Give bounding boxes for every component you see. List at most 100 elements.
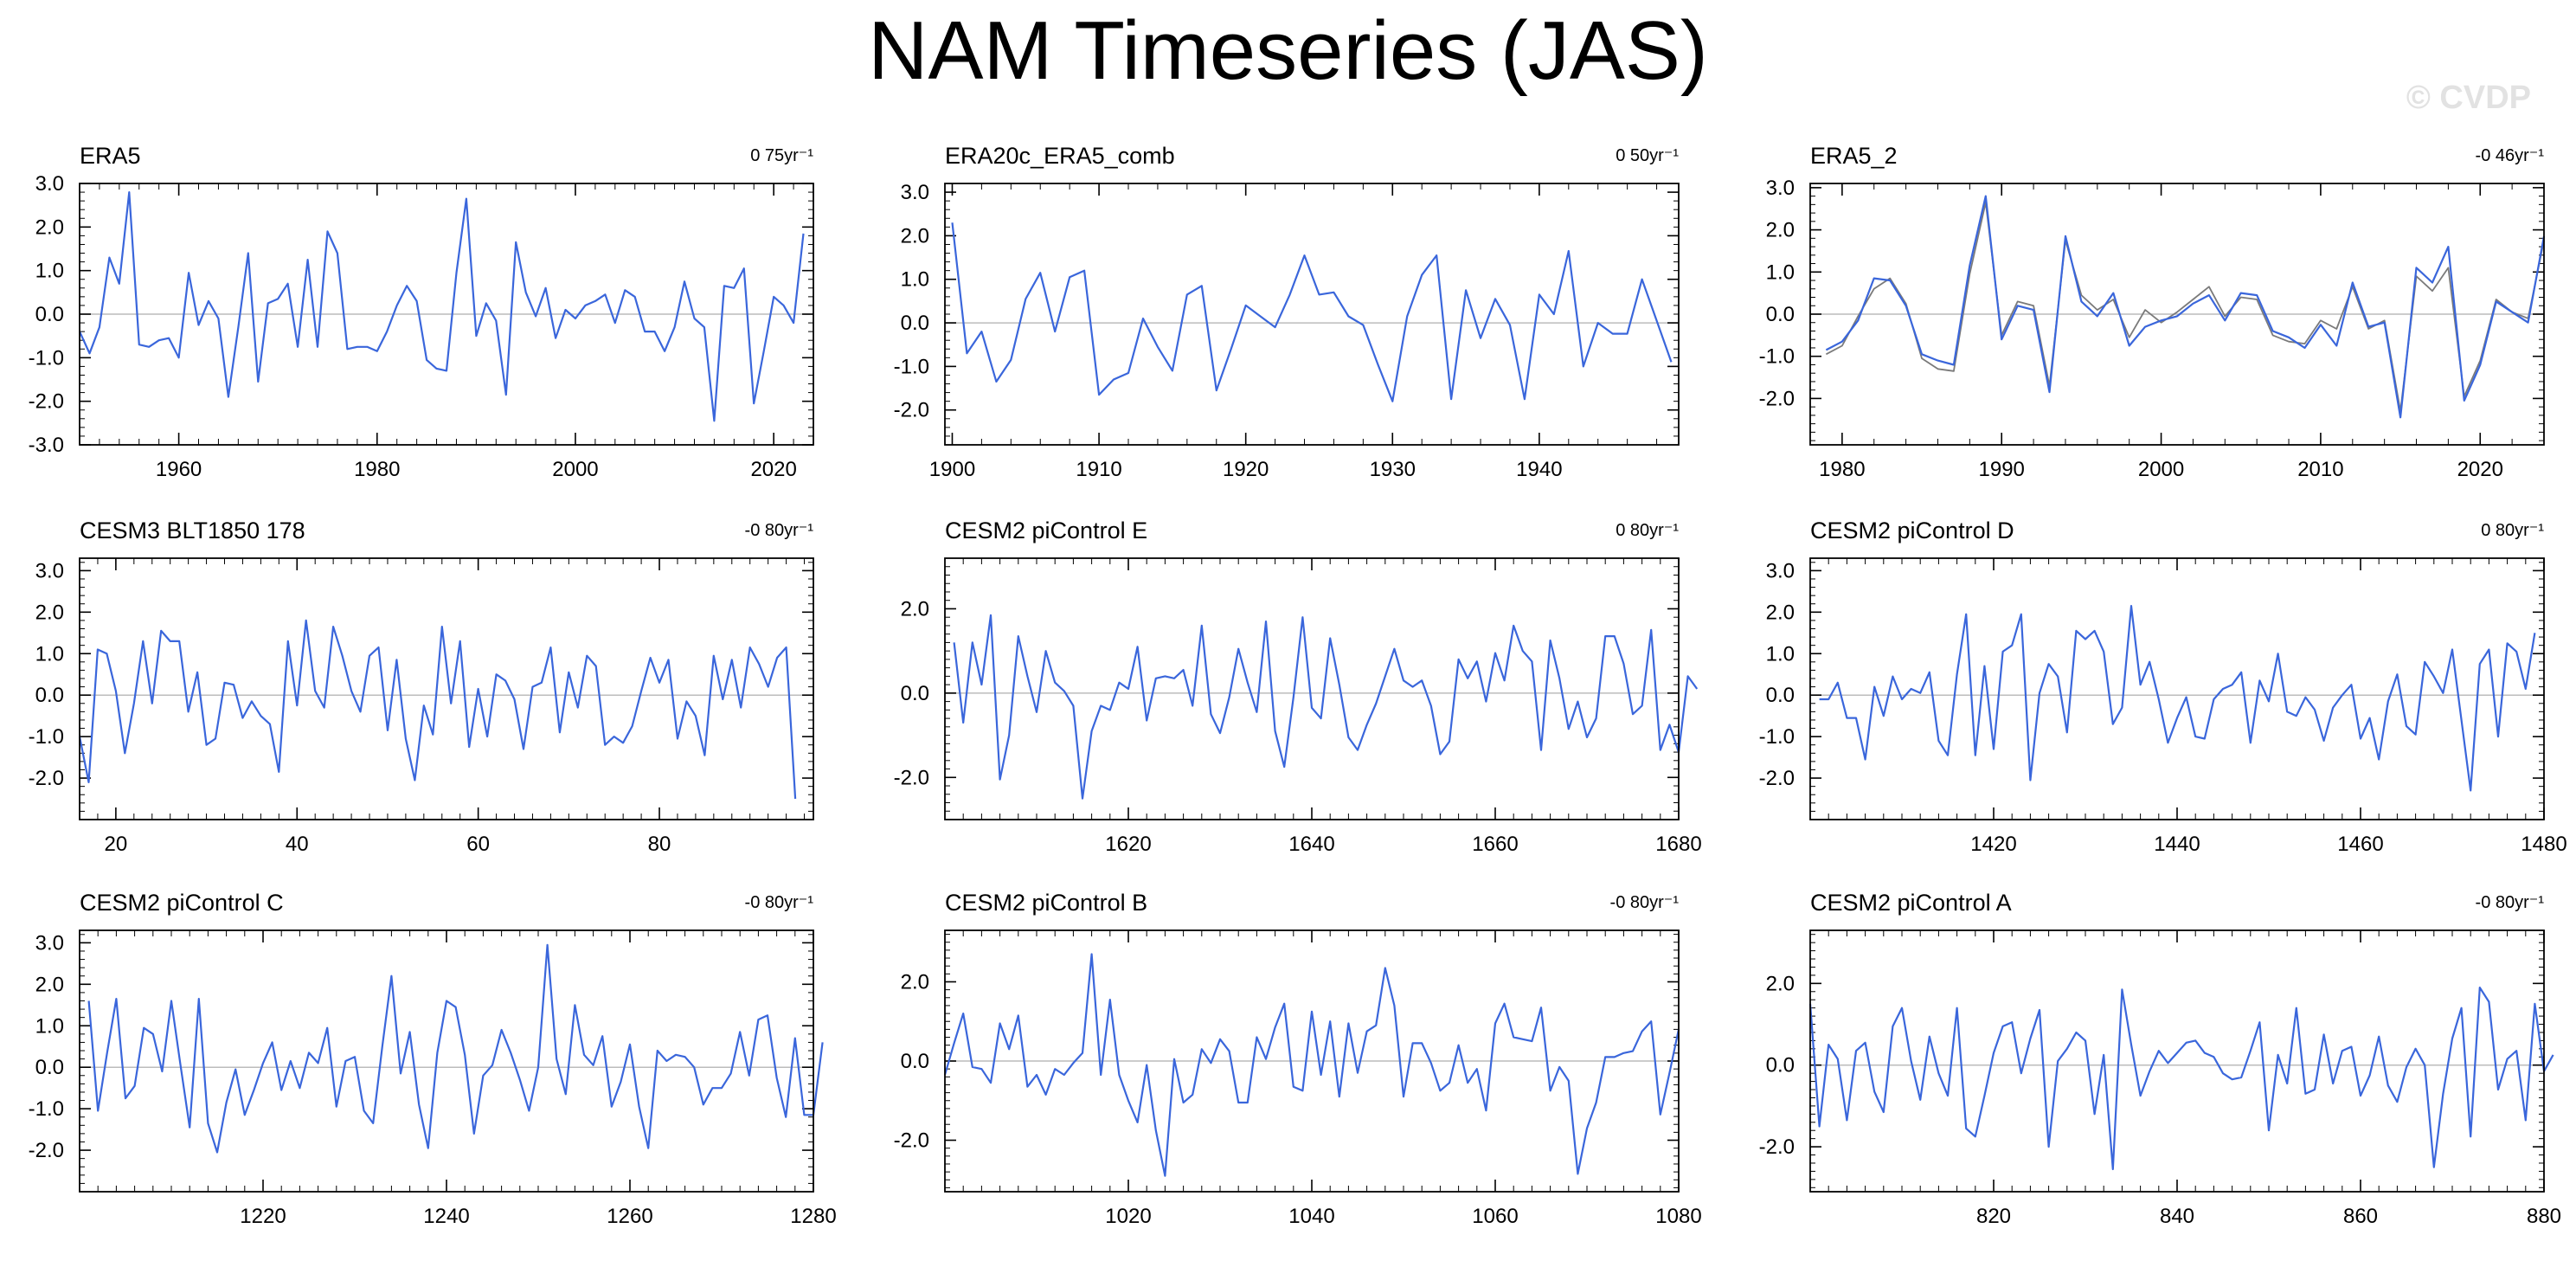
y-tick-label: 3.0 — [1766, 177, 1795, 200]
x-tick-label: 1660 — [1472, 833, 1518, 856]
y-tick-label: 1.0 — [1766, 260, 1795, 284]
y-tick-label: -1.0 — [894, 355, 929, 378]
y-tick-label: 2.0 — [35, 601, 64, 624]
y-tick-label: 2.0 — [35, 215, 64, 239]
trend-label: -0 46yr⁻¹ — [2476, 146, 2545, 165]
x-tick-label: 1980 — [1819, 458, 1865, 481]
y-tick-label: 2.0 — [1766, 601, 1795, 624]
x-tick-label: 1990 — [1979, 458, 2025, 481]
y-tick-label: -3.0 — [29, 434, 64, 457]
plot-frame — [944, 929, 1680, 1193]
y-tick-label: 1.0 — [1766, 642, 1795, 666]
x-tick-label: 20 — [105, 833, 128, 856]
panel-title: ERA20c_ERA5_comb — [945, 143, 1175, 169]
y-tick-label: 0.0 — [901, 682, 929, 705]
chart-panel: CESM2 piControl E 0 80yr⁻¹ 1620 1640 1660 168… — [894, 518, 1702, 856]
x-tick-label: 880 — [2527, 1205, 2561, 1228]
trend-label: -0 80yr⁻¹ — [1610, 893, 1680, 912]
y-tick-label: -1.0 — [1759, 345, 1795, 369]
chart-panel: CESM3 BLT1850 178 -0 80yr⁻¹ 20 40 60 80 -2.0 -1… — [29, 518, 814, 856]
panel-title: ERA5_2 — [1810, 143, 1898, 169]
chart-panel: CESM2 piControl D 0 80yr⁻¹ 1420 1440 1460 148… — [1759, 518, 2567, 856]
y-tick-label: 1.0 — [35, 260, 64, 283]
x-tick-label: 2020 — [750, 458, 796, 481]
trend-label: 0 75yr⁻¹ — [750, 146, 813, 165]
series-line — [1825, 195, 2546, 419]
y-tick-label: -2.0 — [29, 767, 64, 790]
y-tick-label: -2.0 — [894, 1129, 929, 1153]
x-tick-label: 1440 — [2154, 833, 2200, 856]
plot-frame — [1809, 557, 2545, 820]
plot-frame — [1809, 183, 2545, 446]
y-tick-label: 0.0 — [1766, 684, 1795, 707]
y-tick-label: 2.0 — [901, 597, 929, 621]
y-tick-label: 3.0 — [1766, 559, 1795, 582]
y-tick-label: -1.0 — [29, 1097, 64, 1121]
y-tick-label: -2.0 — [1759, 767, 1795, 790]
y-tick-label: 3.0 — [901, 181, 929, 204]
x-tick-label: 1680 — [1655, 833, 1701, 856]
x-tick-label: 60 — [466, 833, 490, 856]
y-tick-label: 3.0 — [35, 559, 64, 582]
series-line — [1819, 604, 2536, 792]
x-tick-label: 2000 — [552, 458, 598, 481]
x-tick-label: 40 — [286, 833, 309, 856]
x-tick-label: 1040 — [1288, 1205, 1334, 1228]
series-line-secondary — [1825, 201, 2545, 412]
watermark: © CVDP — [2406, 80, 2531, 116]
panel-title: CESM2 piControl C — [80, 890, 284, 916]
trend-label: 0 50yr⁻¹ — [1616, 146, 1679, 165]
y-tick-label: 1.0 — [35, 642, 64, 666]
y-tick-label: 2.0 — [1766, 972, 1795, 995]
y-tick-label: -1.0 — [29, 725, 64, 749]
y-tick-label: -1.0 — [1759, 725, 1795, 749]
x-tick-label: 1260 — [607, 1205, 652, 1228]
y-tick-label: -2.0 — [1759, 387, 1795, 410]
x-tick-label: 1980 — [354, 458, 400, 481]
y-tick-label: 2.0 — [901, 970, 929, 994]
figure-title: NAM Timeseries (JAS) — [868, 4, 1708, 97]
series-line — [78, 619, 797, 800]
series-line — [87, 943, 824, 1154]
x-tick-label: 1960 — [156, 458, 202, 481]
x-tick-label: 1620 — [1105, 833, 1151, 856]
plot-frame — [79, 183, 814, 446]
panel-title: CESM2 piControl E — [945, 518, 1147, 543]
x-tick-label: 1060 — [1472, 1205, 1518, 1228]
trend-label: 0 80yr⁻¹ — [1616, 521, 1679, 540]
x-tick-label: 80 — [648, 833, 671, 856]
panel-title: CESM2 piControl D — [1810, 518, 2014, 543]
chart-panel: CESM2 piControl C -0 80yr⁻¹ 1220 1240 1260 12… — [29, 890, 837, 1228]
y-tick-label: 0.0 — [1766, 1054, 1795, 1077]
trend-label: 0 80yr⁻¹ — [2481, 521, 2544, 540]
trend-label: -0 80yr⁻¹ — [2476, 893, 2545, 912]
y-tick-label: -2.0 — [894, 766, 929, 789]
y-tick-label: 0.0 — [1766, 303, 1795, 326]
y-tick-label: -2.0 — [29, 1139, 64, 1162]
y-tick-label: 2.0 — [901, 224, 929, 248]
plot-frame — [944, 183, 1680, 446]
x-tick-label: 1080 — [1655, 1205, 1701, 1228]
x-tick-label: 1240 — [423, 1205, 469, 1228]
x-tick-label: 1420 — [1970, 833, 2016, 856]
x-tick-label: 860 — [2343, 1205, 2378, 1228]
x-tick-label: 2010 — [2297, 458, 2343, 481]
series-line — [1808, 986, 2554, 1171]
chart-panel: ERA20c_ERA5_comb 0 50yr⁻¹ 1900 1910 1920 1930… — [894, 143, 1680, 481]
series-line — [943, 953, 1680, 1177]
y-tick-label: -2.0 — [29, 390, 64, 414]
x-tick-label: 1930 — [1370, 458, 1416, 481]
y-tick-label: 1.0 — [35, 1014, 64, 1038]
chart-panel: ERA5 0 75yr⁻¹ 1960 1980 2000 2020 -3.0 -2.0 -1.0… — [29, 143, 814, 481]
plot-frame — [944, 557, 1680, 820]
panel-title: ERA5 — [80, 143, 141, 169]
plot-frame — [79, 557, 814, 820]
chart-panel: ERA5_2 -0 46yr⁻¹ 1980 1990 2000 2010 2020 -2.0 -… — [1759, 143, 2546, 481]
plot-frame — [1809, 929, 2545, 1193]
y-tick-label: -2.0 — [1759, 1135, 1795, 1159]
chart-panel: CESM2 piControl B -0 80yr⁻¹ 1020 1040 1060 10… — [894, 890, 1702, 1228]
y-tick-label: 0.0 — [35, 684, 64, 707]
panel-title: CESM2 piControl A — [1810, 890, 2012, 916]
